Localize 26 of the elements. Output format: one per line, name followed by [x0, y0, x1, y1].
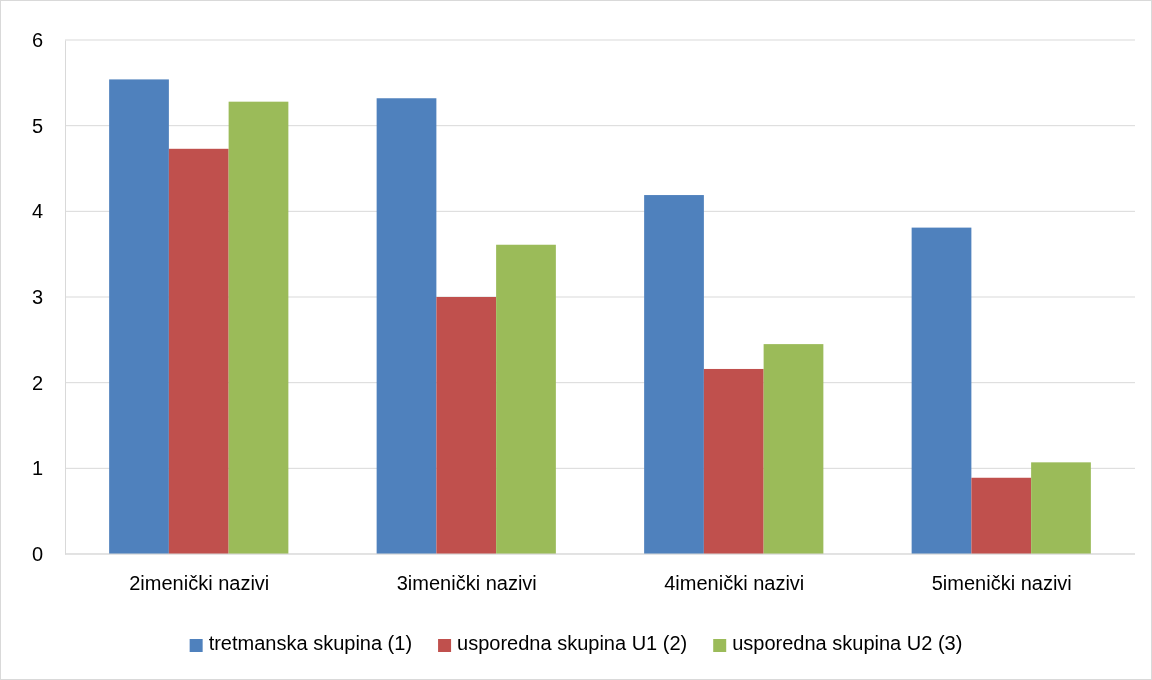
y-tick-label: 3	[31, 285, 43, 308]
bar	[1031, 462, 1091, 554]
bar	[436, 297, 497, 554]
bar	[109, 79, 169, 554]
x-tick-label: 5imenički nazivi	[931, 572, 1072, 595]
bar	[228, 101, 289, 554]
bar	[703, 368, 764, 554]
y-tick-label: 5	[31, 114, 43, 137]
x-tick-label: 2imenički nazivi	[129, 572, 270, 595]
y-tick-label: 2	[31, 371, 43, 394]
legend-label: tretmanska skupina (1)	[208, 632, 413, 654]
x-tick-label: 3imenički nazivi	[396, 572, 537, 595]
y-tick-label: 6	[31, 28, 43, 51]
bar	[496, 244, 556, 554]
bar	[971, 477, 1032, 554]
bar	[763, 344, 824, 554]
legend-label: usporedna skupina U1 (2)	[457, 632, 688, 654]
legend-label: usporedna skupina U2 (3)	[732, 632, 963, 654]
bar	[644, 195, 704, 554]
x-tick-label: 4imenički nazivi	[664, 572, 805, 595]
y-tick-label: 4	[31, 200, 43, 223]
y-tick-label: 1	[31, 457, 43, 480]
bar	[376, 98, 437, 554]
bar	[168, 148, 229, 554]
bar	[911, 227, 972, 554]
y-tick-label: 0	[31, 542, 43, 565]
